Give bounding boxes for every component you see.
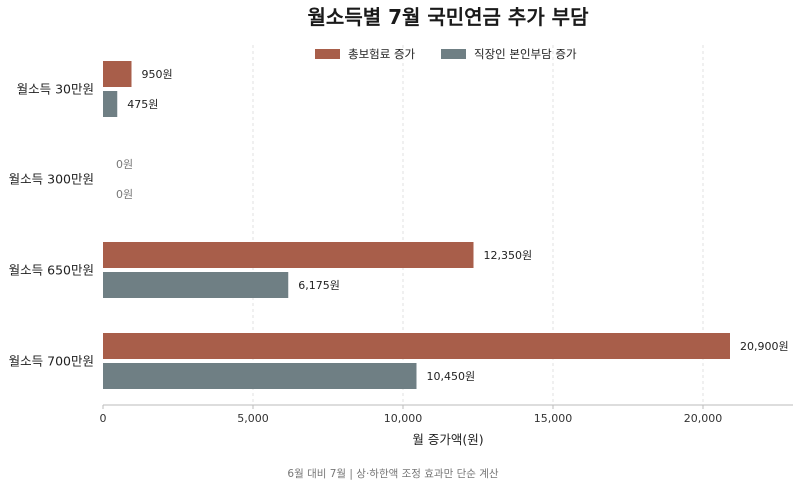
data-label: 10,450원: [427, 370, 476, 383]
data-label: 950원: [142, 68, 173, 81]
bar-employee-share: [103, 272, 289, 298]
category-label: 월소득 700만원: [9, 354, 94, 369]
x-tick-label: 5,000: [237, 412, 269, 425]
x-tick-label: 0: [100, 412, 107, 425]
bar-total-premium: [103, 242, 474, 268]
legend-swatch: [441, 49, 466, 59]
data-label: 0원: [116, 188, 133, 201]
category-label: 월소득 30만원: [17, 82, 94, 97]
x-tick-label: 15,000: [534, 412, 573, 425]
x-tick-label: 20,000: [684, 412, 723, 425]
bar-total-premium: [103, 61, 132, 87]
data-label: 6,175원: [298, 279, 340, 292]
data-label: 12,350원: [484, 249, 533, 262]
bar-employee-share: [103, 91, 118, 117]
data-label: 20,900원: [740, 340, 789, 353]
chart-title: 월소득별 7월 국민연금 추가 부담: [308, 5, 590, 29]
legend-label: 직장인 본인부담 증가: [474, 47, 577, 61]
bar-employee-share: [103, 363, 417, 389]
data-label: 0원: [116, 158, 133, 171]
data-label: 475원: [127, 98, 158, 111]
legend: 총보험료 증가 직장인 본인부담 증가: [315, 47, 577, 61]
category-label: 월소득 650만원: [9, 263, 94, 278]
footnote: 6월 대비 7월 | 상·하한액 조정 효과만 단순 계산: [287, 467, 498, 480]
bar-total-premium: [103, 333, 730, 359]
bars: [103, 61, 730, 389]
legend-swatch: [315, 49, 340, 59]
data-labels: 950원 475원 0원 0원 12,350원 6,175원 20,900원 10,450원: [116, 68, 789, 383]
category-label: 월소득 300만원: [9, 172, 94, 187]
x-axis-label: 월 증가액(원): [412, 432, 483, 447]
legend-label: 총보험료 증가: [348, 47, 416, 61]
x-tick-label: 10,000: [384, 412, 423, 425]
x-axis: 0 5,000 10,000 15,000 20,000: [100, 404, 793, 425]
